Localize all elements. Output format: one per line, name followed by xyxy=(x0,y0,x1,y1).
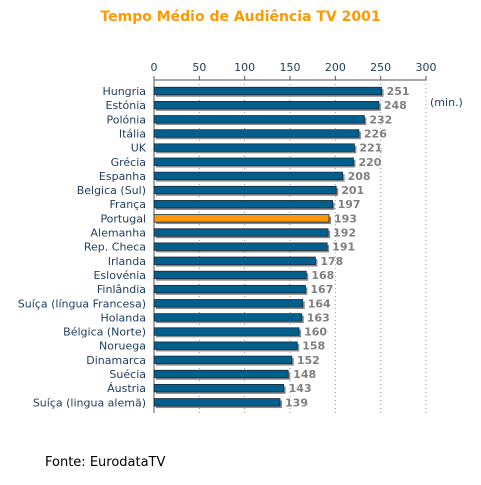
bar-Suíça (língua Francesa) xyxy=(153,299,304,308)
bar-Polónia xyxy=(153,115,365,124)
value-label: 248 xyxy=(384,99,407,112)
value-label: 251 xyxy=(387,85,410,98)
category-label: Suíça (língua Francesa) xyxy=(18,297,146,310)
value-label: 232 xyxy=(369,113,392,126)
value-label: 167 xyxy=(310,283,333,296)
category-label: Irlanda xyxy=(108,255,146,268)
value-label: 178 xyxy=(320,255,343,268)
value-label: 220 xyxy=(358,156,381,169)
bar-Irlanda xyxy=(153,256,316,265)
category-label: Belgica (Sul) xyxy=(77,184,146,197)
category-label: Grécia xyxy=(111,156,146,169)
bar-França xyxy=(153,200,334,209)
value-label: 158 xyxy=(302,340,325,353)
x-tick-label: 300 xyxy=(416,61,437,74)
value-label: 164 xyxy=(308,297,331,310)
bar-Suécia xyxy=(153,369,289,379)
category-label: Finlândia xyxy=(97,283,146,296)
bar-Alemanha xyxy=(153,228,329,237)
bar-Itália xyxy=(153,129,360,138)
value-label: 160 xyxy=(304,326,327,339)
x-tick-label: 250 xyxy=(370,61,391,74)
source-note: Fonte: EurodataTV xyxy=(45,455,166,470)
bar-Dinamarca xyxy=(153,355,293,365)
category-label: Suécia xyxy=(109,368,146,381)
category-label: França xyxy=(109,198,146,211)
bar-Bélgica (Norte) xyxy=(153,327,300,336)
value-label: 168 xyxy=(311,269,334,282)
value-label: 148 xyxy=(293,368,316,381)
category-label: Alemanha xyxy=(91,227,147,240)
bar-Áustria xyxy=(153,383,285,393)
x-tick-label: 100 xyxy=(234,61,255,74)
value-label: 197 xyxy=(338,198,361,211)
category-label: Eslovénia xyxy=(93,269,146,282)
category-label: Hungria xyxy=(102,85,146,98)
category-label: Bélgica (Norte) xyxy=(63,326,146,339)
x-tick-label: 200 xyxy=(325,61,346,74)
category-label: Noruega xyxy=(99,340,146,353)
bar-Hungria xyxy=(153,86,382,96)
value-label: 152 xyxy=(297,354,320,367)
category-label: Espanha xyxy=(99,170,146,183)
x-tick-label: 0 xyxy=(151,61,158,74)
bar-Belgica (Sul) xyxy=(153,185,337,195)
bar-UK xyxy=(153,143,355,152)
value-label: 221 xyxy=(359,142,382,155)
bar-Rep. Checa xyxy=(153,242,328,251)
category-label: Portugal xyxy=(100,212,146,225)
value-label: 191 xyxy=(332,241,355,254)
value-label: 193 xyxy=(334,212,357,225)
unit-label: (min.) xyxy=(430,96,463,109)
chart-title: Tempo Médio de Audiência TV 2001 xyxy=(100,9,381,25)
bar-Holanda xyxy=(153,313,303,322)
value-label: 201 xyxy=(341,184,364,197)
value-label: 163 xyxy=(307,311,330,324)
category-label: UK xyxy=(131,142,147,155)
category-label: Itália xyxy=(119,127,146,140)
value-label: 192 xyxy=(333,227,356,240)
value-label: 139 xyxy=(285,396,308,409)
bar-Estónia xyxy=(153,101,380,110)
x-tick-label: 150 xyxy=(280,61,301,74)
value-label: 226 xyxy=(364,127,387,140)
category-label: Estónia xyxy=(106,99,147,112)
bar-Noruega xyxy=(153,341,298,350)
bar-Eslovénia xyxy=(153,270,307,280)
category-label: Holanda xyxy=(101,311,147,324)
bar-Finlândia xyxy=(153,284,306,294)
value-label: 208 xyxy=(348,170,371,183)
bar-Suíça (lingua alemã) xyxy=(153,398,281,407)
category-label: Suíça (lingua alemã) xyxy=(33,396,146,409)
bar-Espanha xyxy=(153,171,343,181)
category-label: Áustria xyxy=(107,382,146,395)
x-tick-label: 50 xyxy=(192,61,206,74)
category-label: Polónia xyxy=(106,113,146,126)
bar-Grécia xyxy=(153,157,354,166)
value-label: 143 xyxy=(289,382,312,395)
category-label: Rep. Checa xyxy=(84,241,146,254)
category-label: Dinamarca xyxy=(86,354,146,367)
bar-Portugal xyxy=(153,214,330,223)
